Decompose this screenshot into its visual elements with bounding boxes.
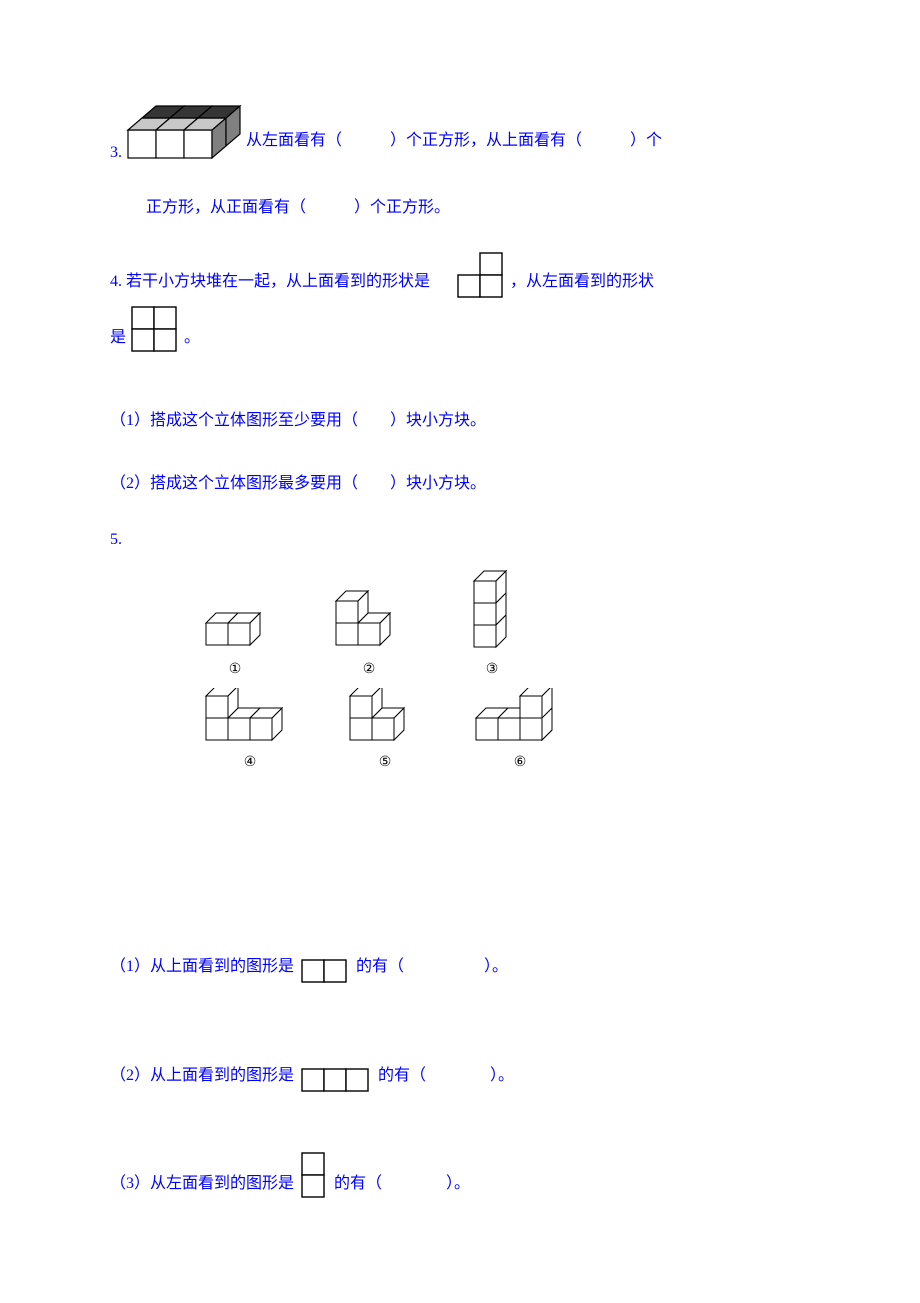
q5-fig-3: ③ — [468, 569, 516, 678]
q4-left-view-shape — [130, 305, 180, 355]
q5-sub1-shape — [300, 958, 350, 984]
q5-sub1-text-a: （1）从上面看到的图形是 — [110, 949, 294, 984]
q5-number: 5. — [110, 522, 806, 557]
q5-figures-group: ① — [200, 569, 810, 771]
q5-label-2: ② — [330, 661, 408, 678]
q5-sub2-text-a: （2）从上面看到的图形是 — [110, 1058, 294, 1093]
q5-sub2-text-b: 的有（ ）。 — [378, 1058, 514, 1093]
q5-fig-2: ② — [330, 587, 408, 678]
question-4: 4. 若干小方块堆在一起，从上面看到的形状是 ，从左面看到的形状 是 — [110, 249, 810, 501]
q4-sub2: （2）搭成这个立体图形最多要用（ ）块小方块。 — [110, 466, 810, 501]
q5-label-6: ⑥ — [470, 754, 570, 771]
q5-fig-6: ⑥ — [470, 688, 570, 771]
q3-text-part1: 从左面看有（ ）个正方形，从上面看有（ ）个 — [246, 123, 662, 162]
question-5: 5. ① — [110, 522, 810, 1202]
q4-text-b: ，从左面看到的形状 — [510, 264, 654, 299]
q4-text-c: 是 — [110, 320, 126, 355]
q4-text-a: 若干小方块堆在一起，从上面看到的形状是 — [126, 264, 430, 299]
q5-label-3: ③ — [468, 661, 516, 678]
q3-cuboid-figure — [126, 100, 246, 162]
q5-sub2: （2）从上面看到的图形是 的有（ ）。 — [110, 1058, 810, 1093]
q5-label-4: ④ — [200, 754, 300, 771]
question-3: 3. 从左面看有（ ）个正方形，从 — [110, 100, 810, 162]
q5-sub3-text-b: 的有（ ）。 — [334, 1166, 470, 1201]
q5-fig-1: ① — [200, 599, 270, 678]
q5-sub1-text-b: 的有（ ）。 — [356, 949, 508, 984]
q3-text-part2: 正方形，从正面看有（ ）个正方形。 — [146, 190, 810, 225]
q4-text-d: 。 — [184, 320, 200, 355]
q4-top-view-shape — [434, 249, 506, 299]
q4-number: 4. — [110, 264, 122, 299]
q5-label-1: ① — [200, 661, 270, 678]
q5-sub3-text-a: （3）从左面看到的图形是 — [110, 1166, 294, 1201]
q5-sub3: （3）从左面看到的图形是 的有（ ）。 — [110, 1151, 810, 1201]
q5-sub1: （1）从上面看到的图形是 的有（ ）。 — [110, 949, 810, 984]
q5-sub3-shape — [300, 1151, 328, 1201]
q4-sub1: （1）搭成这个立体图形至少要用（ ）块小方块。 — [110, 403, 810, 438]
q5-fig-5: ⑤ — [344, 688, 426, 771]
q5-label-5: ⑤ — [344, 754, 426, 771]
q5-sub2-shape — [300, 1067, 372, 1093]
q5-fig-4: ④ — [200, 688, 300, 771]
q3-number: 3. — [110, 144, 122, 162]
